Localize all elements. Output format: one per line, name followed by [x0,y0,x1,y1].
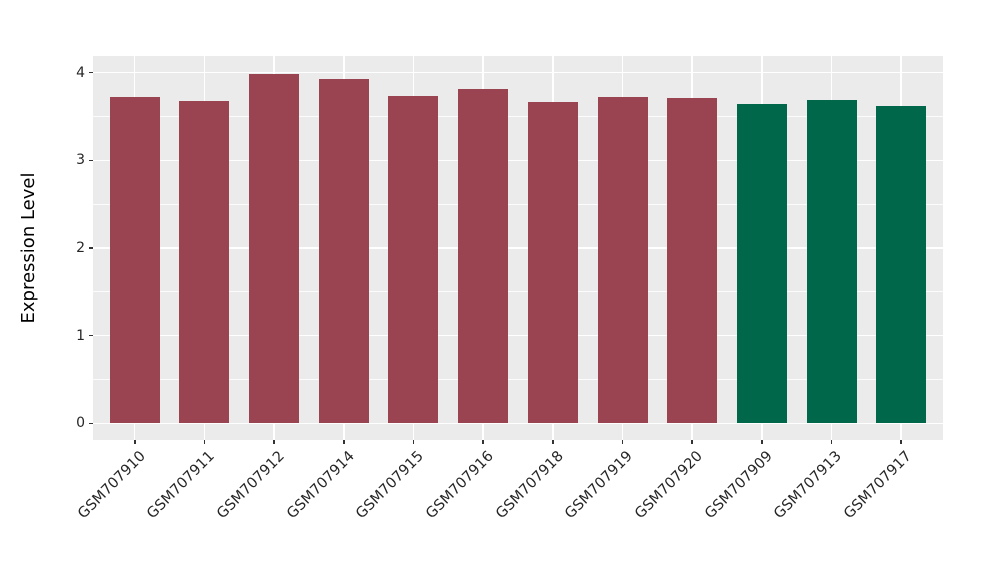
gridline-minor [93,379,943,380]
x-tick-mark [761,440,763,444]
x-tick-mark [273,440,275,444]
y-tick-mark [89,71,93,74]
bar-GSM707910 [109,97,160,424]
x-tick-label: GSM707916 [423,448,497,523]
x-tick-mark [621,440,624,444]
bar-GSM707920 [667,98,718,424]
gridline-minor [93,203,943,205]
y-tick-mark [89,334,93,337]
x-tick-mark [900,440,902,444]
x-tick-label: GSM707920 [632,448,706,523]
bar-GSM707914 [318,78,369,424]
y-tick-mark [89,247,93,249]
y-tick-label: 1 [76,327,85,344]
bar-GSM707913 [806,99,857,424]
x-tick-label: GSM707915 [353,448,428,523]
gridline-major [93,159,943,161]
bar-GSM707919 [597,97,648,424]
gridline-minor [93,116,943,117]
x-tick-label: GSM707919 [562,448,637,523]
x-tick-label: GSM707914 [283,448,358,523]
gridline-major [93,247,943,249]
x-tick-mark [343,440,345,444]
gridline-major [93,334,943,337]
y-tick-label: 4 [76,64,85,81]
x-tick-label: GSM707912 [214,448,288,523]
x-tick-mark [203,440,206,444]
x-tick-mark [691,440,693,444]
x-tick-label: GSM707917 [841,448,915,523]
bar-GSM707918 [527,102,578,424]
x-tick-mark [482,440,484,444]
gridline-major [93,422,943,425]
y-tick-mark [89,159,93,161]
x-tick-mark [134,440,136,444]
y-tick-label: 0 [76,415,85,432]
y-tick-label: 2 [76,239,85,256]
bar-GSM707915 [388,96,439,424]
bar-GSM707916 [458,89,509,424]
x-tick-mark [412,440,415,444]
x-tick-label: GSM707911 [144,448,219,523]
x-tick-mark [552,440,554,444]
y-tick-mark [89,422,93,425]
bar-GSM707912 [249,74,300,424]
x-tick-label: GSM707918 [492,448,567,523]
x-tick-mark [830,440,833,444]
y-axis-title: Expression Level [18,172,39,324]
bar-GSM707909 [736,104,787,424]
x-tick-label: GSM707910 [74,448,149,523]
gridline-minor [93,291,943,293]
gridline-major [93,71,943,74]
x-tick-label: GSM707909 [701,448,776,523]
plot-panel [93,56,943,440]
bar-GSM707917 [876,105,927,424]
y-tick-label: 3 [76,152,85,169]
x-tick-label: GSM707913 [771,448,846,523]
bar-GSM707911 [179,100,230,424]
